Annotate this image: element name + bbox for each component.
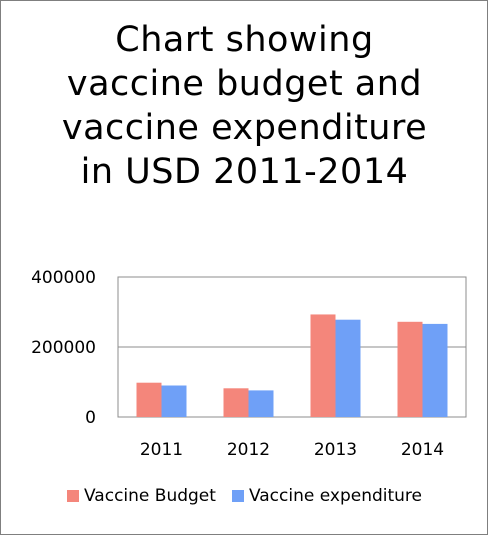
legend-swatch-expenditure bbox=[231, 490, 244, 502]
y-tick-label: 0 bbox=[85, 408, 96, 428]
y-tick-label: 400000 bbox=[31, 268, 96, 288]
legend-swatch-budget bbox=[67, 490, 79, 502]
bar-vaccine-expenditure bbox=[248, 390, 274, 417]
title-line-4: in USD 2011-2014 bbox=[80, 152, 409, 192]
x-tick-label: 2012 bbox=[227, 440, 270, 460]
title-line-3: vaccine expenditure bbox=[61, 108, 428, 148]
bar-vaccine-expenditure bbox=[161, 385, 187, 417]
legend-item-expenditure: Vaccine expenditure bbox=[231, 486, 422, 506]
legend: Vaccine Budget Vaccine expenditure bbox=[0, 486, 489, 506]
bar-vaccine-budget bbox=[310, 314, 336, 417]
bar-vaccine-budget bbox=[136, 382, 162, 417]
legend-label-budget: Vaccine Budget bbox=[84, 486, 216, 506]
title-line-1: Chart showing bbox=[115, 20, 374, 60]
bar-vaccine-budget bbox=[397, 321, 423, 417]
x-tick-label: 2011 bbox=[140, 440, 183, 460]
x-tick-label: 2014 bbox=[401, 440, 444, 460]
title-line-2: vaccine budget and bbox=[66, 64, 423, 104]
legend-label-expenditure: Vaccine expenditure bbox=[248, 486, 422, 506]
x-tick-label: 2013 bbox=[314, 440, 357, 460]
chart-title: Chart showing vaccine budget and vaccine… bbox=[0, 18, 489, 194]
bar-vaccine-budget bbox=[223, 388, 249, 417]
bar-vaccine-expenditure bbox=[422, 323, 448, 417]
bar-vaccine-expenditure bbox=[335, 319, 361, 417]
legend-item-budget: Vaccine Budget bbox=[67, 486, 216, 506]
y-tick-label: 200000 bbox=[31, 338, 96, 358]
